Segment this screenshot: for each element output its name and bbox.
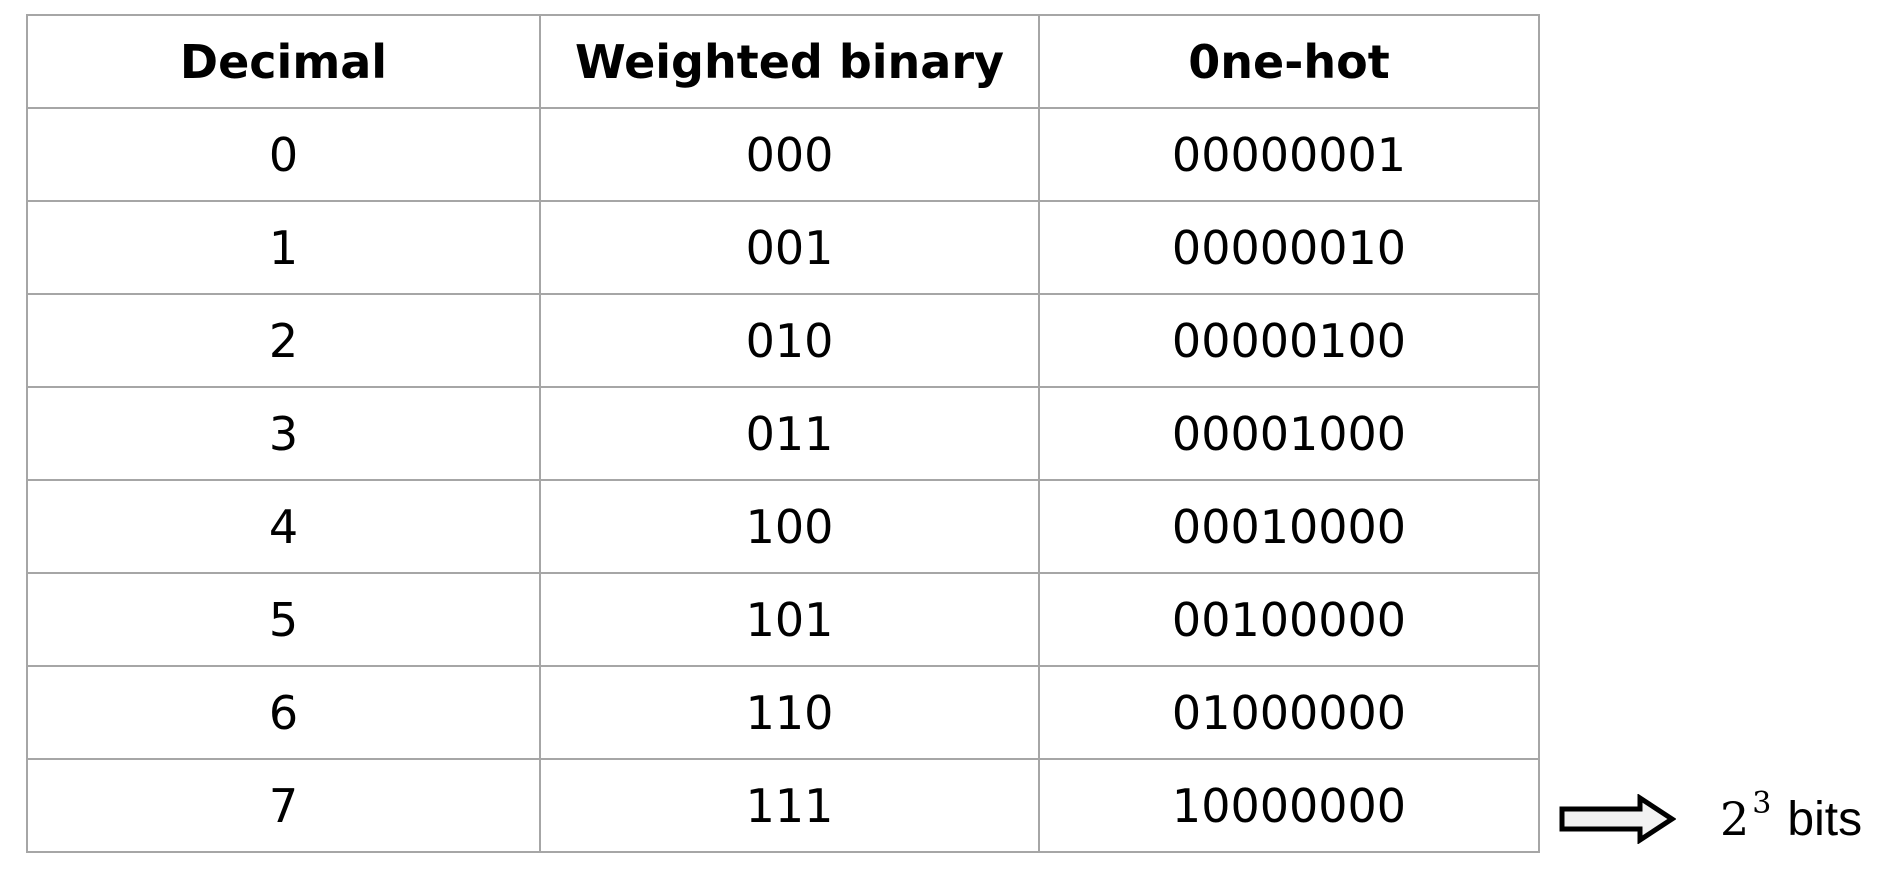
weighted-binary-cell: 111: [539, 758, 1040, 853]
encoding-table: Decimal Weighted binary 0ne-hot 0 000 00…: [26, 14, 1540, 853]
table-row: 7 111 10000000: [26, 758, 1540, 853]
bits-unit: bits: [1787, 792, 1863, 846]
power-base: 2: [1720, 791, 1750, 846]
decimal-cell: 0: [26, 107, 541, 202]
decimal-cell: 4: [26, 479, 541, 574]
weighted-binary-cell: 110: [539, 665, 1040, 760]
table-row: 4 100 00010000: [26, 479, 1540, 574]
decimal-cell: 6: [26, 665, 541, 760]
weighted-binary-cell: 000: [539, 107, 1040, 202]
weighted-binary-cell: 100: [539, 479, 1040, 574]
table-row: 1 001 00000010: [26, 200, 1540, 295]
header-decimal: Decimal: [26, 14, 541, 109]
decimal-cell: 5: [26, 572, 541, 667]
encoding-table-container: Decimal Weighted binary 0ne-hot 0 000 00…: [26, 14, 1540, 853]
double-arrow-right-icon: [1559, 794, 1676, 844]
weighted-binary-cell: 101: [539, 572, 1040, 667]
table-header-row: Decimal Weighted binary 0ne-hot: [26, 14, 1540, 109]
table-row: 5 101 00100000: [26, 572, 1540, 667]
one-hot-cell: 00000010: [1038, 200, 1540, 295]
decimal-cell: 1: [26, 200, 541, 295]
decimal-cell: 7: [26, 758, 541, 853]
one-hot-cell: 00000001: [1038, 107, 1540, 202]
weighted-binary-cell: 001: [539, 200, 1040, 295]
decimal-cell: 2: [26, 293, 541, 388]
weighted-binary-cell: 011: [539, 386, 1040, 481]
decimal-cell: 3: [26, 386, 541, 481]
table-row: 6 110 01000000: [26, 665, 1540, 760]
one-hot-cell: 00010000: [1038, 479, 1540, 574]
header-weighted-binary: Weighted binary: [539, 14, 1040, 109]
table-row: 3 011 00001000: [26, 386, 1540, 481]
one-hot-cell: 01000000: [1038, 665, 1540, 760]
weighted-binary-cell: 010: [539, 293, 1040, 388]
one-hot-cell: 10000000: [1038, 758, 1540, 853]
header-one-hot: 0ne-hot: [1038, 14, 1540, 109]
one-hot-cell: 00100000: [1038, 572, 1540, 667]
table-row: 0 000 00000001: [26, 107, 1540, 202]
table-row: 2 010 00000100: [26, 293, 1540, 388]
one-hot-cell: 00001000: [1038, 386, 1540, 481]
power-exponent: 3: [1752, 785, 1772, 821]
bit-count-label: 2 3 bits: [1720, 786, 1863, 847]
one-hot-cell: 00000100: [1038, 293, 1540, 388]
bit-count-annotation: 2 3 bits: [1558, 786, 1862, 852]
